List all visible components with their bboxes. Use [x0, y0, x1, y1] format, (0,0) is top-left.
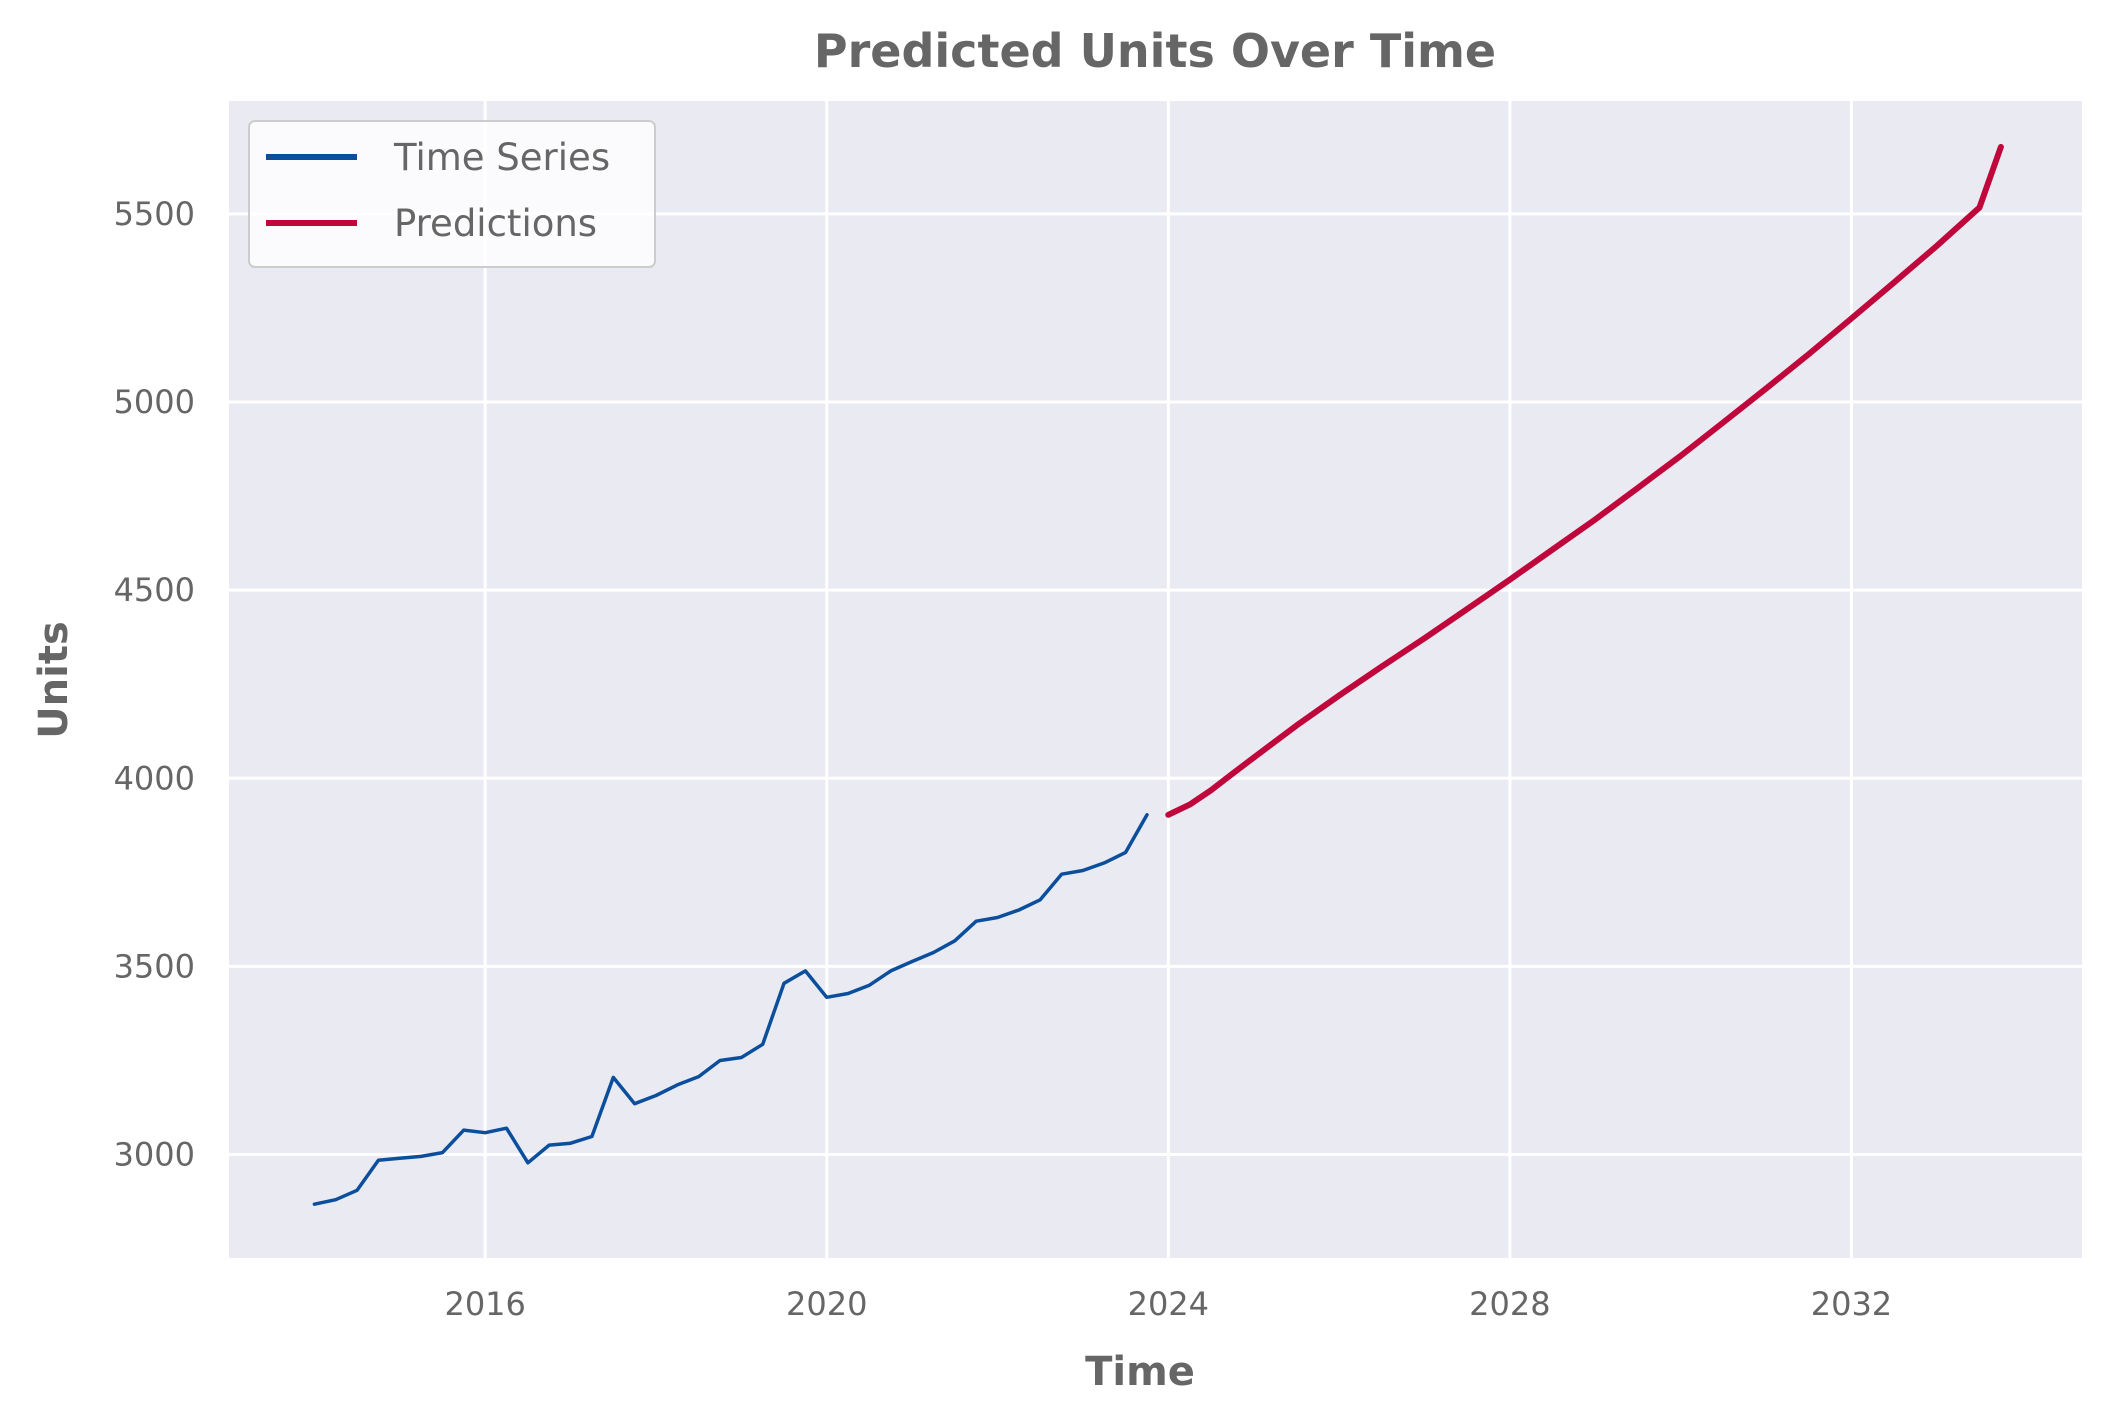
x-axis-label: Time: [1085, 1349, 1195, 1395]
legend-label-predictions: Predictions: [394, 202, 597, 245]
legend: Time Series Predictions: [248, 120, 656, 268]
legend-label-time-series: Time Series: [393, 136, 610, 179]
series-layer: [312, 143, 2004, 1206]
series-line-predictions: [1165, 143, 2004, 818]
y-tick-label: 3000: [114, 1136, 195, 1174]
series-line-time-series: [312, 813, 1149, 1206]
plot-background: [229, 101, 2082, 1258]
y-tick-label: 4500: [114, 571, 195, 609]
y-tick-label: 3500: [114, 947, 195, 985]
x-tick-label: 2020: [786, 1285, 867, 1323]
y-tick-label: 5000: [114, 383, 195, 421]
x-tick-label: 2028: [1469, 1285, 1550, 1323]
y-axis-label: Units: [31, 621, 77, 739]
tick-labels: 2016 2020 2024 2028 2032 3000 3500 4000 4500 5000…: [114, 195, 1893, 1323]
y-tick-label: 4000: [114, 759, 195, 797]
x-tick-label: 2024: [1128, 1285, 1209, 1323]
chart-title: Predicted Units Over Time: [814, 24, 1496, 78]
x-tick-label: 2016: [444, 1285, 525, 1323]
y-tick-label: 5500: [114, 195, 195, 233]
x-tick-label: 2032: [1811, 1285, 1892, 1323]
